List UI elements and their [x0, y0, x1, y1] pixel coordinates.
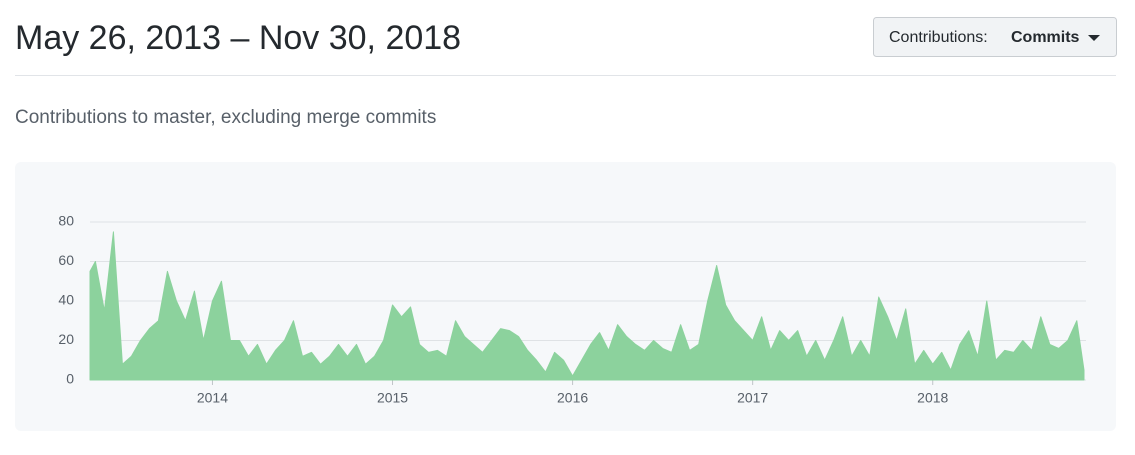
plot: 0 20 40 60 80 2014 2015 2016 2017 2018: [58, 213, 1086, 406]
y-tick-label: 80: [58, 213, 74, 229]
page-title: May 26, 2013 – Nov 30, 2018: [15, 19, 461, 57]
button-label[interactable]: Contributions:: [889, 29, 988, 46]
button-box[interactable]: [873, 17, 1117, 57]
x-tick-label: 2017: [737, 390, 768, 406]
y-tick-label: 0: [66, 371, 74, 387]
x-tick-label: 2014: [197, 390, 228, 406]
caret-icon[interactable]: [1088, 35, 1100, 41]
x-tick-label: 2015: [377, 390, 408, 406]
x-tick-label: 2018: [917, 390, 948, 406]
y-tick-label: 40: [58, 292, 74, 308]
subtitle: Contributions to master, excluding merge…: [15, 107, 436, 128]
button-value[interactable]: Commits: [1011, 29, 1080, 46]
contributions-button[interactable]: Contributions: Commits: [873, 17, 1117, 57]
area: [89, 231, 1085, 381]
y-tick-label: 60: [58, 252, 74, 268]
x-tick-label: 2016: [557, 390, 588, 406]
y-tick-label: 20: [58, 331, 74, 347]
